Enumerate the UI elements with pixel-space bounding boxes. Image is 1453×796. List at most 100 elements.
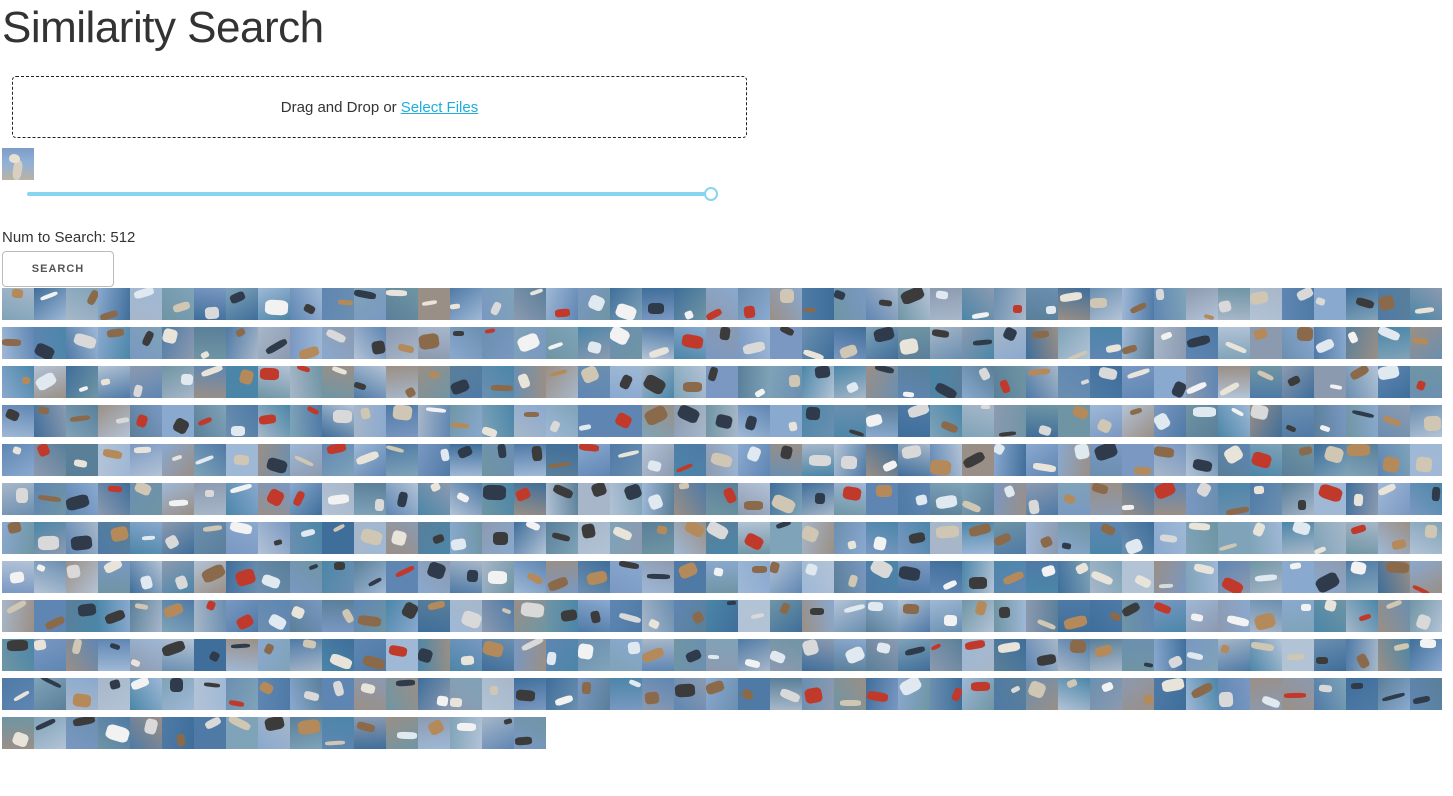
result-thumbnail[interactable] bbox=[1218, 561, 1250, 593]
result-thumbnail[interactable] bbox=[130, 600, 162, 632]
result-thumbnail[interactable] bbox=[1282, 639, 1314, 671]
result-thumbnail[interactable] bbox=[1410, 366, 1442, 398]
result-thumbnail[interactable] bbox=[450, 522, 482, 554]
result-thumbnail[interactable] bbox=[1186, 405, 1218, 437]
result-thumbnail[interactable] bbox=[866, 405, 898, 437]
result-thumbnail[interactable] bbox=[386, 444, 418, 476]
result-thumbnail[interactable] bbox=[994, 288, 1026, 320]
result-thumbnail[interactable] bbox=[66, 678, 98, 710]
result-thumbnail[interactable] bbox=[34, 405, 66, 437]
result-thumbnail[interactable] bbox=[1314, 327, 1346, 359]
result-thumbnail[interactable] bbox=[2, 444, 34, 476]
result-thumbnail[interactable] bbox=[386, 639, 418, 671]
result-thumbnail[interactable] bbox=[354, 639, 386, 671]
result-thumbnail[interactable] bbox=[98, 327, 130, 359]
result-thumbnail[interactable] bbox=[610, 444, 642, 476]
result-thumbnail[interactable] bbox=[98, 483, 130, 515]
result-thumbnail[interactable] bbox=[866, 639, 898, 671]
result-thumbnail[interactable] bbox=[98, 600, 130, 632]
result-thumbnail[interactable] bbox=[642, 600, 674, 632]
result-thumbnail[interactable] bbox=[578, 288, 610, 320]
result-thumbnail[interactable] bbox=[290, 327, 322, 359]
result-thumbnail[interactable] bbox=[514, 483, 546, 515]
result-thumbnail[interactable] bbox=[930, 366, 962, 398]
result-thumbnail[interactable] bbox=[66, 327, 98, 359]
result-thumbnail[interactable] bbox=[2, 600, 34, 632]
result-thumbnail[interactable] bbox=[674, 366, 706, 398]
result-thumbnail[interactable] bbox=[1346, 522, 1378, 554]
result-thumbnail[interactable] bbox=[578, 678, 610, 710]
result-thumbnail[interactable] bbox=[1122, 639, 1154, 671]
result-thumbnail[interactable] bbox=[1410, 288, 1442, 320]
result-thumbnail[interactable] bbox=[1026, 639, 1058, 671]
result-thumbnail[interactable] bbox=[290, 444, 322, 476]
result-thumbnail[interactable] bbox=[194, 678, 226, 710]
result-thumbnail[interactable] bbox=[1314, 483, 1346, 515]
result-thumbnail[interactable] bbox=[162, 717, 194, 749]
result-thumbnail[interactable] bbox=[642, 327, 674, 359]
result-thumbnail[interactable] bbox=[930, 327, 962, 359]
result-thumbnail[interactable] bbox=[354, 444, 386, 476]
result-thumbnail[interactable] bbox=[34, 444, 66, 476]
result-thumbnail[interactable] bbox=[482, 444, 514, 476]
result-thumbnail[interactable] bbox=[418, 561, 450, 593]
result-thumbnail[interactable] bbox=[1090, 561, 1122, 593]
result-thumbnail[interactable] bbox=[1314, 522, 1346, 554]
result-thumbnail[interactable] bbox=[674, 678, 706, 710]
result-thumbnail[interactable] bbox=[258, 717, 290, 749]
result-thumbnail[interactable] bbox=[162, 444, 194, 476]
result-thumbnail[interactable] bbox=[1154, 483, 1186, 515]
result-thumbnail[interactable] bbox=[642, 405, 674, 437]
result-thumbnail[interactable] bbox=[834, 288, 866, 320]
result-thumbnail[interactable] bbox=[482, 561, 514, 593]
result-thumbnail[interactable] bbox=[610, 678, 642, 710]
result-thumbnail[interactable] bbox=[258, 444, 290, 476]
result-thumbnail[interactable] bbox=[930, 483, 962, 515]
result-thumbnail[interactable] bbox=[738, 639, 770, 671]
result-thumbnail[interactable] bbox=[610, 600, 642, 632]
result-thumbnail[interactable] bbox=[994, 327, 1026, 359]
result-thumbnail[interactable] bbox=[706, 483, 738, 515]
result-thumbnail[interactable] bbox=[802, 327, 834, 359]
result-thumbnail[interactable] bbox=[1218, 639, 1250, 671]
result-thumbnail[interactable] bbox=[1122, 600, 1154, 632]
result-thumbnail[interactable] bbox=[290, 639, 322, 671]
result-thumbnail[interactable] bbox=[1378, 639, 1410, 671]
result-thumbnail[interactable] bbox=[1250, 327, 1282, 359]
result-thumbnail[interactable] bbox=[258, 561, 290, 593]
result-thumbnail[interactable] bbox=[66, 600, 98, 632]
result-thumbnail[interactable] bbox=[162, 288, 194, 320]
result-thumbnail[interactable] bbox=[514, 717, 546, 749]
result-thumbnail[interactable] bbox=[290, 561, 322, 593]
result-thumbnail[interactable] bbox=[994, 600, 1026, 632]
result-thumbnail[interactable] bbox=[386, 522, 418, 554]
result-thumbnail[interactable] bbox=[738, 366, 770, 398]
result-thumbnail[interactable] bbox=[98, 717, 130, 749]
result-thumbnail[interactable] bbox=[1186, 561, 1218, 593]
result-thumbnail[interactable] bbox=[802, 483, 834, 515]
result-thumbnail[interactable] bbox=[1410, 483, 1442, 515]
result-thumbnail[interactable] bbox=[1346, 678, 1378, 710]
result-thumbnail[interactable] bbox=[1090, 483, 1122, 515]
result-thumbnail[interactable] bbox=[2, 522, 34, 554]
result-thumbnail[interactable] bbox=[226, 366, 258, 398]
result-thumbnail[interactable] bbox=[546, 405, 578, 437]
result-thumbnail[interactable] bbox=[226, 327, 258, 359]
result-thumbnail[interactable] bbox=[802, 561, 834, 593]
result-thumbnail[interactable] bbox=[898, 561, 930, 593]
result-thumbnail[interactable] bbox=[130, 678, 162, 710]
result-thumbnail[interactable] bbox=[322, 366, 354, 398]
result-thumbnail[interactable] bbox=[738, 405, 770, 437]
result-thumbnail[interactable] bbox=[962, 405, 994, 437]
result-thumbnail[interactable] bbox=[34, 288, 66, 320]
result-thumbnail[interactable] bbox=[1346, 639, 1378, 671]
result-thumbnail[interactable] bbox=[194, 327, 226, 359]
result-thumbnail[interactable] bbox=[898, 366, 930, 398]
result-thumbnail[interactable] bbox=[834, 366, 866, 398]
result-thumbnail[interactable] bbox=[1410, 444, 1442, 476]
result-thumbnail[interactable] bbox=[802, 405, 834, 437]
result-thumbnail[interactable] bbox=[546, 327, 578, 359]
result-thumbnail[interactable] bbox=[834, 522, 866, 554]
result-thumbnail[interactable] bbox=[34, 522, 66, 554]
result-thumbnail[interactable] bbox=[1058, 405, 1090, 437]
